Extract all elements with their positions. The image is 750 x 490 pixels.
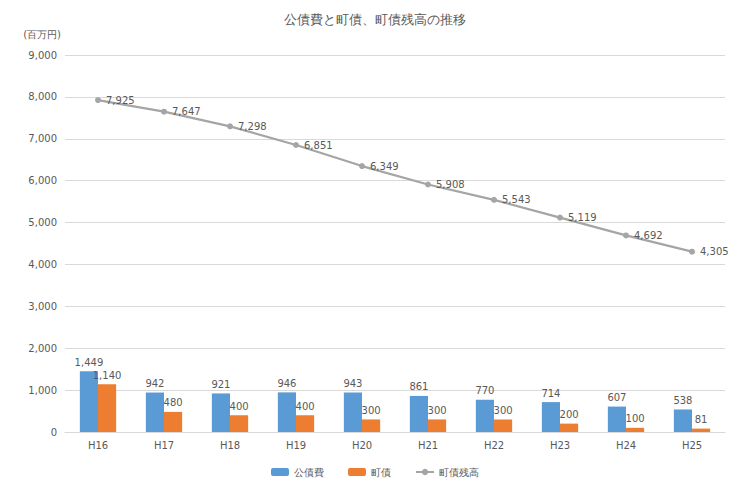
svg-text:5,119: 5,119 <box>568 212 597 223</box>
svg-text:町債残高: 町債残高 <box>439 467 479 478</box>
svg-text:H16: H16 <box>88 440 108 451</box>
svg-text:町債: 町債 <box>371 467 391 478</box>
svg-text:H21: H21 <box>418 440 438 451</box>
svg-text:946: 946 <box>277 378 296 389</box>
svg-text:300: 300 <box>428 405 447 416</box>
svg-text:4,305: 4,305 <box>700 246 729 257</box>
svg-text:100: 100 <box>626 413 645 424</box>
svg-text:7,000: 7,000 <box>28 133 57 144</box>
svg-text:607: 607 <box>607 392 626 403</box>
svg-text:400: 400 <box>296 401 315 412</box>
svg-text:H22: H22 <box>484 440 504 451</box>
svg-text:5,543: 5,543 <box>502 194 531 205</box>
svg-text:942: 942 <box>145 378 164 389</box>
svg-text:9,000: 9,000 <box>28 50 57 61</box>
svg-text:1,000: 1,000 <box>28 385 57 396</box>
svg-text:公債費と町債、町債残高の推移: 公債費と町債、町債残高の推移 <box>284 12 466 27</box>
svg-text:0: 0 <box>51 427 57 438</box>
svg-text:81: 81 <box>695 414 708 425</box>
svg-text:6,349: 6,349 <box>370 161 399 172</box>
svg-text:H20: H20 <box>352 440 372 451</box>
svg-text:921: 921 <box>211 379 230 390</box>
svg-text:1,140: 1,140 <box>93 370 122 381</box>
svg-text:2,000: 2,000 <box>28 343 57 354</box>
svg-text:480: 480 <box>164 397 183 408</box>
svg-text:770: 770 <box>475 385 494 396</box>
svg-text:400: 400 <box>230 401 249 412</box>
svg-text:H18: H18 <box>220 440 240 451</box>
svg-text:3,000: 3,000 <box>28 301 57 312</box>
svg-text:7,298: 7,298 <box>238 121 267 132</box>
svg-text:4,692: 4,692 <box>634 230 663 241</box>
svg-text:H23: H23 <box>550 440 570 451</box>
svg-text:7,925: 7,925 <box>106 95 135 106</box>
svg-text:4,000: 4,000 <box>28 259 57 270</box>
svg-text:7,647: 7,647 <box>172 106 201 117</box>
svg-text:6,851: 6,851 <box>304 140 333 151</box>
svg-text:5,908: 5,908 <box>436 179 465 190</box>
svg-text:H17: H17 <box>154 440 174 451</box>
svg-text:300: 300 <box>494 405 513 416</box>
svg-text:200: 200 <box>560 409 579 420</box>
svg-text:H19: H19 <box>286 440 306 451</box>
svg-text:1,449: 1,449 <box>75 357 104 368</box>
svg-text:(百万円): (百万円) <box>23 29 61 40</box>
svg-text:8,000: 8,000 <box>28 91 57 102</box>
svg-text:714: 714 <box>541 388 560 399</box>
svg-text:5,000: 5,000 <box>28 217 57 228</box>
svg-text:H24: H24 <box>616 440 636 451</box>
svg-text:538: 538 <box>673 395 692 406</box>
svg-text:H25: H25 <box>682 440 702 451</box>
svg-text:861: 861 <box>409 381 428 392</box>
svg-text:943: 943 <box>343 378 362 389</box>
svg-text:300: 300 <box>362 405 381 416</box>
svg-text:6,000: 6,000 <box>28 175 57 186</box>
svg-text:公債費: 公債費 <box>294 467 324 478</box>
